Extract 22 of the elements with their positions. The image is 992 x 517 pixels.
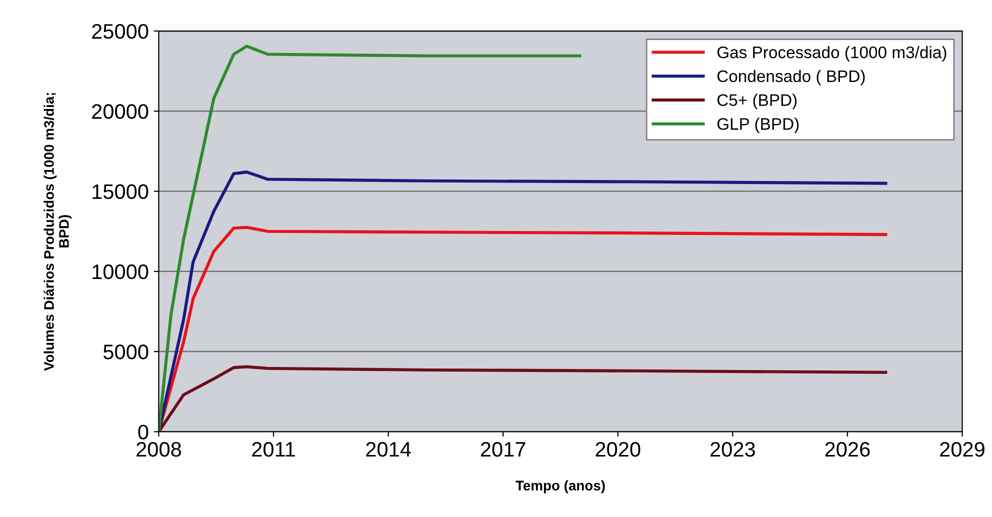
x-tick-label: 2011: [252, 442, 295, 457]
y-tick-label: 15000: [92, 184, 148, 200]
legend-label: C5+ (BPD): [717, 94, 797, 110]
legend-label: GLP (BPD): [717, 118, 799, 134]
y-tick-label: 25000: [92, 24, 148, 39]
y-tick-label: 20000: [92, 104, 148, 119]
x-tick-label: 2026: [825, 442, 870, 457]
x-tick-label: 2017: [480, 442, 526, 457]
y-axis-title: Volumes Diários Produzidos (1000 m3/dia; BPD): [44, 93, 72, 371]
y-tick-label: 0: [138, 424, 148, 440]
x-axis-title: Tempo (anos): [516, 480, 605, 494]
legend-label: Condensado ( BPD): [717, 70, 865, 86]
y-tick-label: 5000: [103, 344, 148, 360]
x-tick-label: 2008: [136, 442, 181, 457]
line-series: [158, 365, 888, 432]
x-tick-label: 2023: [710, 442, 755, 457]
y-tick-label: 10000: [92, 264, 148, 280]
x-tick-label: 2020: [596, 442, 640, 457]
x-tick-label: 2014: [366, 442, 411, 457]
line-series: [158, 44, 582, 432]
legend-label: Gas Processado (1000 m3/dia): [717, 46, 946, 62]
x-tick-label: 2029: [940, 442, 984, 457]
